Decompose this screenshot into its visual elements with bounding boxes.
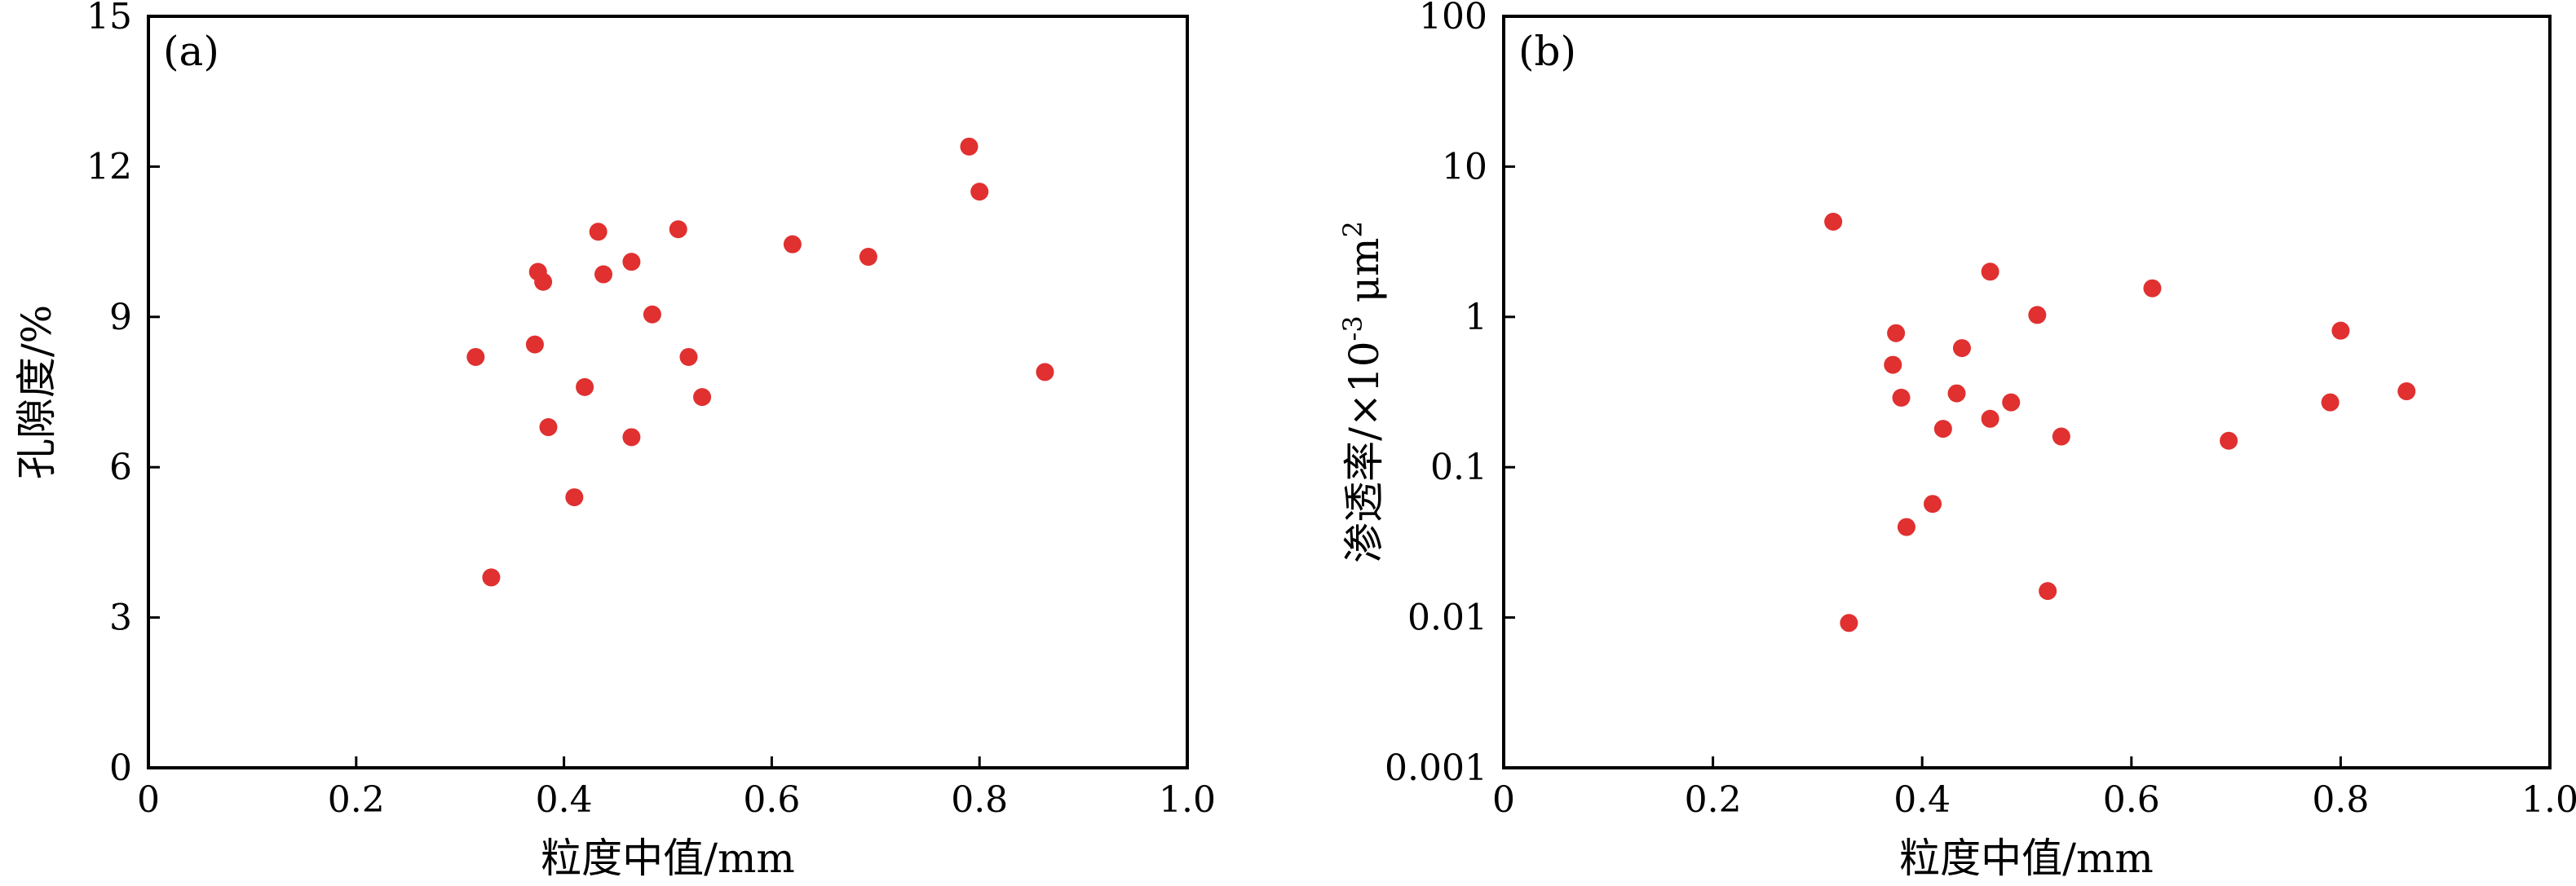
panel-b-x-tick-label: 0.2 xyxy=(1685,779,1742,821)
panel-a-label: (a) xyxy=(163,28,219,75)
panel-a-data-point xyxy=(525,335,544,354)
panel-a-data-point xyxy=(970,183,989,201)
panel-b-data-point xyxy=(1924,495,1942,514)
panel-a-x-tick-label: 0 xyxy=(137,779,160,821)
panel-b-y-tick-label: 0.1 xyxy=(1430,447,1487,488)
panel-b-y-axis-label-main: 渗透率/×10 xyxy=(1341,341,1388,562)
panel-a-data-point xyxy=(576,377,594,396)
panel-b-data-point xyxy=(2039,582,2057,601)
panel-b-data-point xyxy=(1981,409,1999,428)
panel-a-data-point xyxy=(589,223,608,241)
panel-b-y-axis-label: 渗透率/×10-3 μm2 xyxy=(1337,221,1388,563)
panel-b-data-point xyxy=(2220,431,2238,450)
panel-b-y-axis-label-unit: μm xyxy=(1341,238,1388,316)
panel-b-data-point xyxy=(1840,614,1858,633)
panel-b-data-point xyxy=(1892,388,1911,407)
panel-a-data-point xyxy=(482,568,501,587)
panel-a-x-tick-label: 0.8 xyxy=(951,779,1008,821)
panel-a-x-tick-label: 0.6 xyxy=(743,779,800,821)
panel-a-y-tick-label: 9 xyxy=(109,297,132,338)
panel-b-x-axis-label: 粒度中值/mm xyxy=(1899,835,2154,882)
panel-b-plot-frame xyxy=(1502,15,2552,769)
panel-b-y-tick-label: 0.01 xyxy=(1407,597,1487,639)
panel-a-data-point xyxy=(859,248,877,267)
panel-a-x-tick-label: 1.0 xyxy=(1159,779,1216,821)
panel-a-ticks: 0 0.2 0.4 0.6 0.8 1.0 0 3 6 9 12 15 xyxy=(86,0,1216,821)
panel-b-data-point xyxy=(1981,262,1999,281)
panel-a-data-point xyxy=(534,272,553,291)
panel-b-points xyxy=(1824,212,2416,633)
panel-b-data-point xyxy=(1887,324,1906,342)
panel-a-data-point xyxy=(693,388,712,407)
panel-a-data-point xyxy=(539,418,558,437)
panel-a-plot-frame xyxy=(147,15,1189,769)
panel-a-data-point xyxy=(1036,363,1054,381)
panel-a-y-tick-label: 6 xyxy=(109,447,132,488)
panel-b-x-tick-label: 1.0 xyxy=(2521,779,2576,821)
panel-b-data-point xyxy=(1947,384,1966,403)
panel-a-x-axis-label: 粒度中值/mm xyxy=(541,835,795,882)
panel-a-data-point xyxy=(466,347,485,366)
panel-b-y-axis-label-exponent: -3 xyxy=(1337,315,1368,341)
panel-b-data-point xyxy=(1824,212,1843,231)
panel-b-data-point xyxy=(2028,306,2047,324)
panel-b-ticks: 0 0.2 0.4 0.6 0.8 1.0 0.001 0.01 0.1 1 10 100 xyxy=(1385,0,2576,821)
panel-a-points xyxy=(466,137,1054,587)
panel-b-y-tick-label: 100 xyxy=(1419,0,1487,37)
panel-b-x-tick-label: 0.8 xyxy=(2312,779,2369,821)
panel-a-data-point xyxy=(643,305,661,324)
panel-b-data-point xyxy=(2002,393,2021,412)
panel-a-data-point xyxy=(565,488,584,507)
panel-a-porosity: 0 0.2 0.4 0.6 0.8 1.0 0 3 6 9 12 15 (a) 粒度中值/mm 孔隙度… xyxy=(13,0,1216,882)
panel-b-x-tick-label: 0 xyxy=(1492,779,1515,821)
panel-a-data-point xyxy=(960,137,979,156)
panel-b-data-point xyxy=(1884,355,1902,374)
panel-b-data-point xyxy=(2321,393,2340,412)
panel-b-data-point xyxy=(2397,382,2416,401)
panel-a-data-point xyxy=(622,428,641,447)
panel-b-y-tick-label: 0.001 xyxy=(1385,747,1487,789)
panel-b-data-point xyxy=(2052,427,2070,446)
panel-a-y-axis-label: 孔隙度/% xyxy=(13,305,60,479)
panel-a-y-tick-label: 3 xyxy=(109,597,132,639)
panel-a-data-point xyxy=(594,265,613,284)
panel-a-data-point xyxy=(783,235,802,253)
panel-a-x-tick-label: 0.4 xyxy=(536,779,593,821)
panel-b-label: (b) xyxy=(1518,28,1576,75)
panel-b-y-tick-label: 1 xyxy=(1465,297,1487,338)
panel-a-y-tick-label: 12 xyxy=(86,146,132,187)
panel-b-y-axis-label-unit-exponent: 2 xyxy=(1337,221,1368,237)
panel-b-data-point xyxy=(1933,420,1952,439)
panel-b-data-point xyxy=(2331,321,2350,340)
panel-b-data-point xyxy=(1897,518,1915,536)
panel-a-data-point xyxy=(679,347,698,366)
panel-b-permeability: 0 0.2 0.4 0.6 0.8 1.0 0.001 0.01 0.1 1 10 100 (b) 粒… xyxy=(1337,0,2576,882)
panel-a-x-tick-label: 0.2 xyxy=(328,779,385,821)
panel-a-y-tick-label: 15 xyxy=(86,0,132,37)
panel-b-y-tick-label: 10 xyxy=(1442,146,1487,187)
panel-b-data-point xyxy=(1952,339,1971,358)
panel-a-y-tick-label: 0 xyxy=(109,747,132,789)
panel-a-data-point xyxy=(622,253,641,271)
panel-b-data-point xyxy=(2143,279,2162,298)
panel-a-data-point xyxy=(669,220,687,239)
panel-b-x-tick-label: 0.6 xyxy=(2103,779,2160,821)
panel-b-x-tick-label: 0.4 xyxy=(1893,779,1951,821)
